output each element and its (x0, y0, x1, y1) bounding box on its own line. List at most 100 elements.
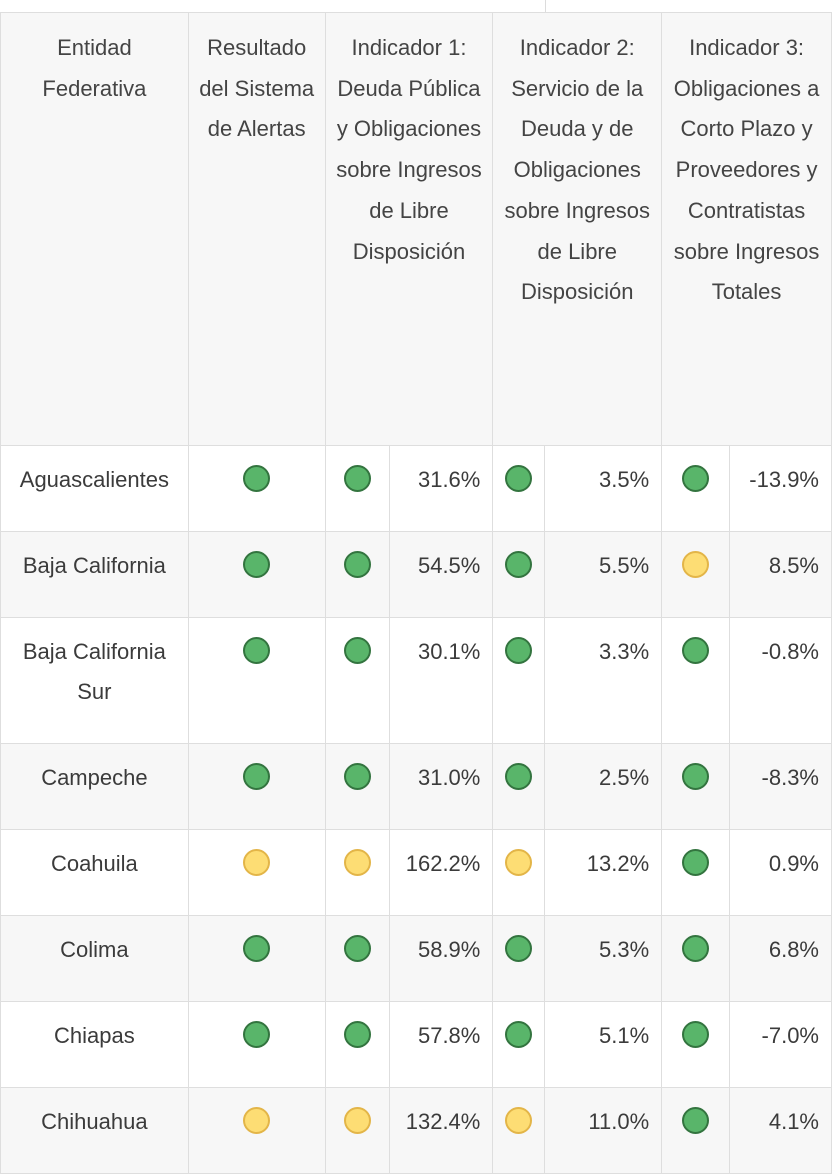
indicator-1-value: 31.6% (389, 445, 494, 532)
indicator-2-status-cell (492, 743, 546, 830)
yellow-alert-dot (344, 1107, 371, 1134)
column-divider-stub (545, 0, 546, 12)
table-body: Aguascalientes 31.6% 3.5% -13.9% Baja Califo… (0, 445, 832, 1174)
indicator-1-status-cell (324, 915, 391, 1002)
table-row: Chiapas 57.8% 5.1% -7.0% (0, 1001, 832, 1088)
indicator-1-value: 162.2% (389, 829, 494, 916)
green-alert-dot (243, 551, 271, 578)
indicator-2-status-cell (492, 829, 546, 916)
indicator-2-status-cell (492, 1001, 546, 1088)
indicator-1-status-cell (324, 829, 391, 916)
result-status-cell (187, 1001, 326, 1088)
green-alert-dot (682, 465, 710, 492)
indicator-2-value: 2.5% (544, 743, 663, 830)
indicator-3-status-cell (661, 1001, 730, 1088)
indicator-2-status-cell (492, 617, 546, 744)
indicator-2-value: 5.3% (544, 915, 663, 1002)
indicator-3-status-cell (661, 617, 730, 744)
indicator-3-status-cell (661, 445, 730, 532)
header-indicator-1: Indicador 1: Deuda Pública y Obligacione… (324, 12, 494, 446)
green-alert-dot (344, 935, 371, 962)
table-row: Baja California Sur 30.1% 3.3% -0.8% (0, 617, 832, 744)
indicator-3-status-cell (661, 1087, 730, 1174)
indicator-3-status-cell (661, 743, 730, 830)
entity-name: Coahuila (0, 829, 189, 916)
header-entity: Entidad Federativa (0, 12, 189, 446)
result-status-cell (187, 617, 326, 744)
result-status-cell (187, 829, 326, 916)
indicator-1-value: 57.8% (389, 1001, 494, 1088)
indicator-3-value: 4.1% (729, 1087, 832, 1174)
table-row: Colima 58.9% 5.3% 6.8% (0, 915, 832, 1002)
indicator-2-status-cell (492, 915, 546, 1002)
result-status-cell (187, 531, 326, 618)
entity-name: Baja California (0, 531, 189, 618)
header-indicator-3: Indicador 3: Obligaciones a Corto Plazo … (661, 12, 832, 446)
yellow-alert-dot (243, 1107, 271, 1134)
indicator-1-status-cell (324, 445, 391, 532)
yellow-alert-dot (344, 849, 371, 876)
indicator-2-value: 13.2% (544, 829, 663, 916)
result-status-cell (187, 915, 326, 1002)
indicator-2-status-cell (492, 531, 546, 618)
green-alert-dot (682, 935, 710, 962)
indicator-2-value: 5.5% (544, 531, 663, 618)
indicator-3-status-cell (661, 915, 730, 1002)
indicator-1-value: 132.4% (389, 1087, 494, 1174)
result-status-cell (187, 743, 326, 830)
indicator-1-value: 30.1% (389, 617, 494, 744)
indicator-2-status-cell (492, 445, 546, 532)
header-row: Entidad Federativa Resultado del Sistema… (0, 12, 832, 446)
entity-name: Campeche (0, 743, 189, 830)
indicator-2-value: 11.0% (544, 1087, 663, 1174)
entity-name: Aguascalientes (0, 445, 189, 532)
green-alert-dot (344, 763, 371, 790)
green-alert-dot (243, 637, 271, 664)
header-result: Resultado del Sistema de Alertas (187, 12, 326, 446)
result-status-cell (187, 1087, 326, 1174)
green-alert-dot (243, 763, 271, 790)
indicator-1-value: 54.5% (389, 531, 494, 618)
indicator-3-status-cell (661, 829, 730, 916)
green-alert-dot (243, 935, 271, 962)
table-row: Baja California 54.5% 5.5% 8.5% (0, 531, 832, 618)
yellow-alert-dot (243, 849, 271, 876)
table-row: Coahuila 162.2% 13.2% 0.9% (0, 829, 832, 916)
green-alert-dot (505, 465, 533, 492)
green-alert-dot (682, 763, 710, 790)
indicator-2-value: 3.3% (544, 617, 663, 744)
green-alert-dot (505, 551, 533, 578)
indicator-1-status-cell (324, 617, 391, 744)
indicator-1-value: 31.0% (389, 743, 494, 830)
indicator-1-status-cell (324, 743, 391, 830)
indicator-3-value: 6.8% (729, 915, 832, 1002)
yellow-alert-dot (505, 1107, 533, 1134)
entity-name: Baja California Sur (0, 617, 189, 744)
indicator-3-status-cell (661, 531, 730, 618)
indicator-1-status-cell (324, 531, 391, 618)
green-alert-dot (505, 935, 533, 962)
green-alert-dot (344, 465, 371, 492)
indicator-3-value: -8.3% (729, 743, 832, 830)
indicator-1-value: 58.9% (389, 915, 494, 1002)
green-alert-dot (344, 551, 371, 578)
green-alert-dot (505, 637, 533, 664)
entity-name: Chiapas (0, 1001, 189, 1088)
header-indicator-2: Indicador 2: Servicio de la Deuda y de O… (492, 12, 663, 446)
indicator-3-value: -0.8% (729, 617, 832, 744)
table-row: Chihuahua 132.4% 11.0% 4.1% (0, 1087, 832, 1174)
indicator-1-status-cell (324, 1087, 391, 1174)
indicator-2-value: 5.1% (544, 1001, 663, 1088)
indicator-3-value: 0.9% (729, 829, 832, 916)
green-alert-dot (682, 637, 710, 664)
table-row: Aguascalientes 31.6% 3.5% -13.9% (0, 445, 832, 532)
entity-name: Colima (0, 915, 189, 1002)
indicator-3-value: 8.5% (729, 531, 832, 618)
indicator-3-value: -13.9% (729, 445, 832, 532)
indicator-3-value: -7.0% (729, 1001, 832, 1088)
green-alert-dot (682, 1107, 710, 1134)
green-alert-dot (505, 763, 533, 790)
table-row: Campeche 31.0% 2.5% -8.3% (0, 743, 832, 830)
result-status-cell (187, 445, 326, 532)
indicator-1-status-cell (324, 1001, 391, 1088)
